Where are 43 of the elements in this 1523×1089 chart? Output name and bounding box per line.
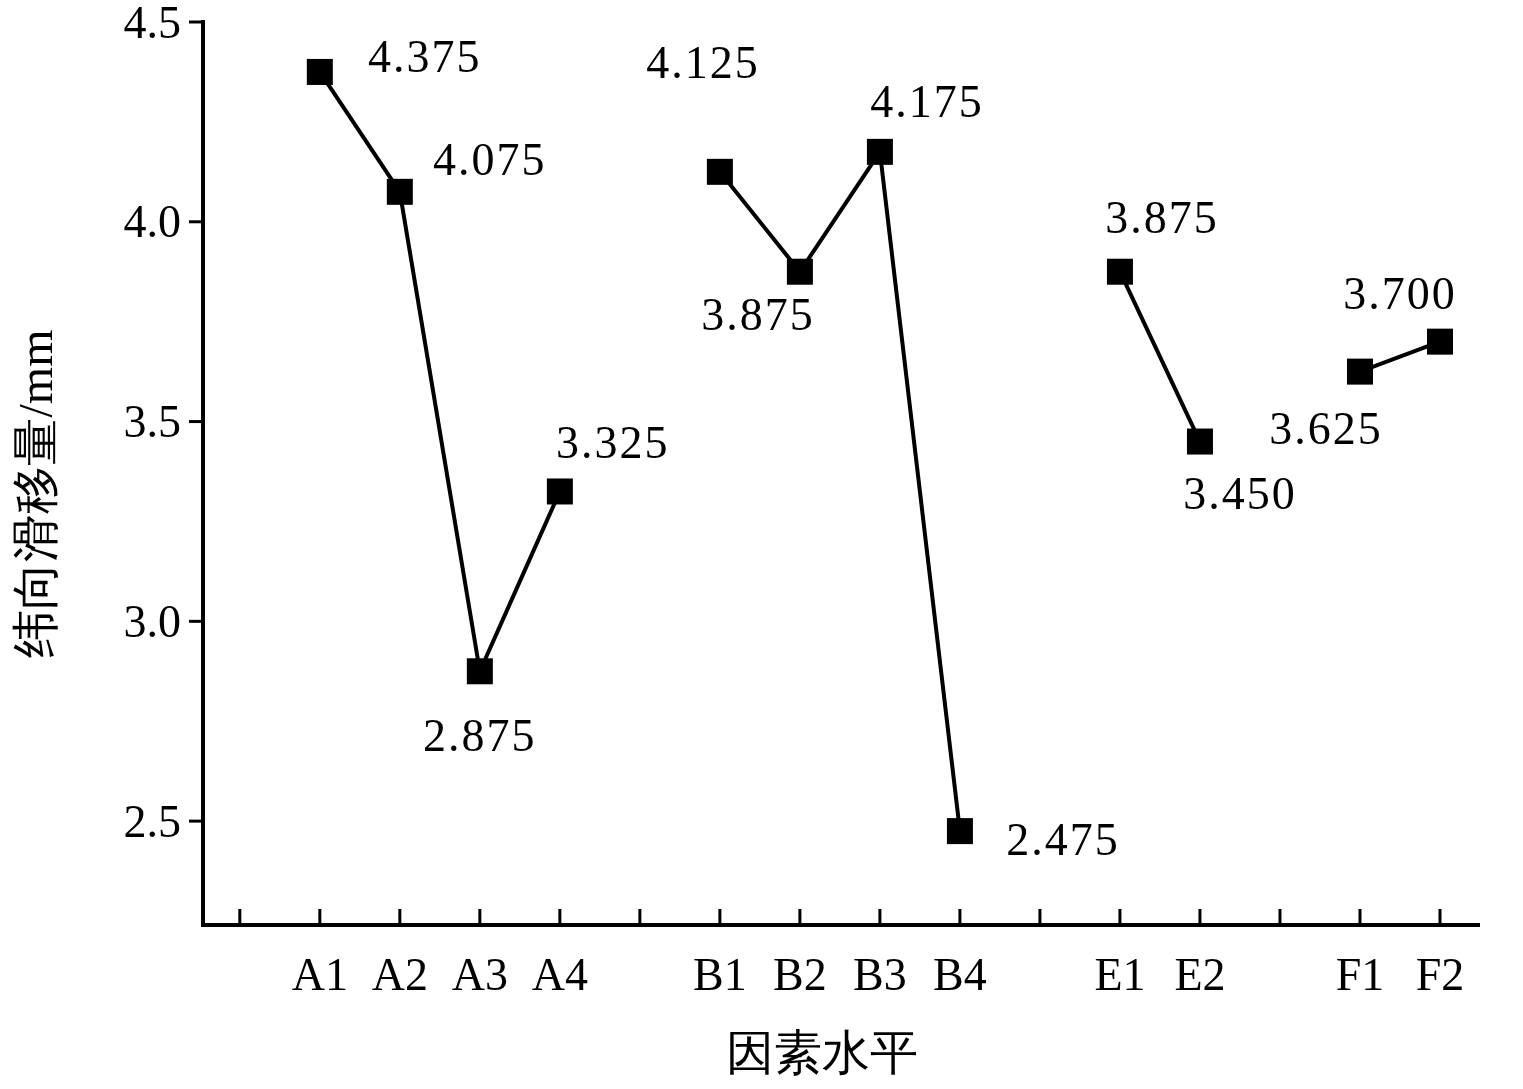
data-label: 3.875 (1105, 192, 1219, 244)
data-label: 4.375 (368, 31, 482, 83)
data-label: 2.475 (1006, 813, 1120, 865)
point (866, 138, 893, 165)
point (386, 178, 413, 205)
point (1106, 258, 1133, 285)
data-label: 2.875 (423, 709, 537, 761)
x-tick-label: A2 (371, 949, 428, 1000)
x-tick-label: B3 (853, 949, 907, 1000)
x-tick-label: F2 (1415, 949, 1465, 1000)
point (306, 58, 333, 85)
data-label: 3.625 (1269, 403, 1383, 455)
data-label: 4.125 (646, 37, 760, 89)
y-tick-label: 3.5 (123, 396, 181, 448)
point (546, 478, 573, 505)
data-label: 3.700 (1343, 268, 1457, 320)
y-tick-label: 4.5 (123, 0, 181, 48)
y-tick-label: 2.5 (123, 795, 181, 847)
data-label: 3.450 (1183, 468, 1297, 520)
x-tick-label: F1 (1335, 949, 1385, 1000)
x-tick-label: A1 (291, 949, 348, 1000)
point (1346, 358, 1373, 385)
x-tick-label: A4 (531, 949, 588, 1000)
y-axis-title: 纬向滑移量/mm (9, 329, 62, 658)
point (1426, 328, 1453, 355)
point (786, 258, 813, 285)
x-tick-label: E1 (1094, 949, 1146, 1000)
x-tick-label: E2 (1174, 949, 1226, 1000)
point (706, 158, 733, 185)
x-axis-title: 因素水平 (725, 1026, 918, 1079)
x-tick-label: A3 (451, 949, 508, 1000)
x-tick-label: B4 (933, 949, 987, 1000)
data-label: 3.875 (701, 289, 815, 341)
data-label: 4.175 (870, 76, 984, 128)
x-tick-label: B1 (693, 949, 747, 1000)
y-tick-label: 3.0 (123, 595, 181, 647)
data-label: 4.075 (433, 134, 547, 186)
x-tick-label: B2 (773, 949, 827, 1000)
point (466, 658, 493, 685)
data-label: 3.325 (556, 416, 670, 468)
point (946, 818, 973, 845)
y-tick-label: 4.0 (123, 196, 181, 248)
point (1186, 428, 1213, 455)
